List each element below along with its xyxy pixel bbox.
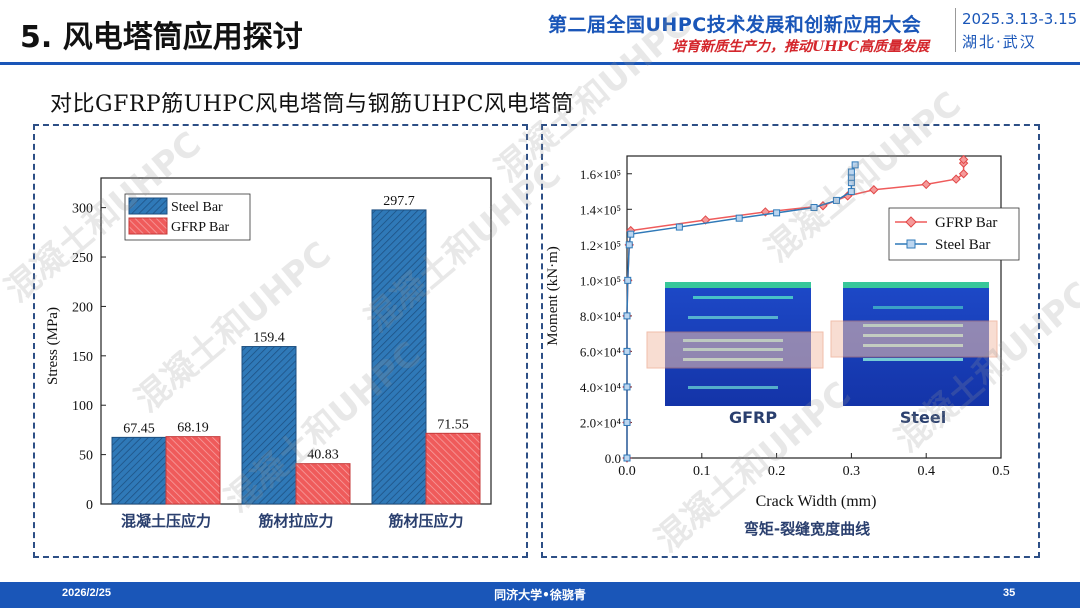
bar-gfrp bbox=[295, 463, 351, 505]
line-y-tick-label: 0.0 bbox=[605, 451, 621, 466]
slide-subtitle: 对比GFRP筋UHPC风电塔筒与钢筋UHPC风电塔筒 bbox=[50, 92, 574, 117]
steel-point bbox=[847, 168, 855, 176]
line-y-tick-label: 2.0×10⁴ bbox=[580, 415, 622, 430]
inset-label-gfrp: GFRP bbox=[729, 408, 777, 427]
bar-steel bbox=[241, 346, 297, 505]
moment-crack-panel: 0.0 0.1 0.2 0.3 0.4 0.5 0.0 2.0×10⁴ 4.0×10⁴ 6.0×1… bbox=[541, 124, 1040, 558]
bar-gfrp bbox=[165, 436, 221, 505]
bar-legend-label: Steel Bar bbox=[171, 200, 223, 215]
gfrp-point bbox=[921, 179, 931, 190]
line-x-tick-label: 0.5 bbox=[992, 464, 1010, 479]
steel-point bbox=[847, 188, 855, 196]
line-legend-label: Steel Bar bbox=[935, 237, 990, 253]
line-legend-marker bbox=[905, 216, 917, 228]
gfrp-point bbox=[869, 185, 879, 195]
line-legend-label: GFRP Bar bbox=[935, 215, 997, 231]
stress-bar-chart: 0 50 100 150 200 250 300 67.45 68.19 混凝土压应力 159.4… bbox=[45, 177, 492, 530]
footer-author: 同济大学•徐骁青 bbox=[494, 588, 586, 602]
bar-value-label: 297.7 bbox=[383, 194, 415, 209]
bar-y-tick-label: 150 bbox=[72, 350, 93, 365]
inset-label-steel: Steel bbox=[900, 408, 946, 427]
bar-gfrp bbox=[425, 432, 481, 505]
steel-point bbox=[623, 418, 631, 426]
steel-point bbox=[627, 230, 635, 238]
steel-point bbox=[623, 347, 631, 355]
conference-city: 湖北·武汉 bbox=[962, 33, 1037, 51]
bar-value-label: 68.19 bbox=[177, 421, 209, 436]
bar-steel bbox=[371, 209, 427, 505]
bar-legend-swatch bbox=[128, 197, 168, 215]
bar-category-label: 筋材拉应力 bbox=[257, 512, 333, 530]
footer-date: 2026/2/25 bbox=[62, 587, 111, 599]
page-title: 5. 风电塔筒应用探讨 bbox=[20, 20, 303, 55]
bar-value-label: 67.45 bbox=[123, 421, 155, 436]
steel-point bbox=[851, 161, 859, 169]
line-x-tick-label: 0.3 bbox=[843, 464, 861, 479]
line-x-tick-label: 0.1 bbox=[693, 464, 711, 479]
steel-point bbox=[675, 223, 683, 231]
steel-point bbox=[625, 241, 633, 249]
steel-contour-image bbox=[830, 282, 998, 406]
footer-bar bbox=[0, 582, 1080, 608]
bar-legend-swatch bbox=[128, 217, 168, 235]
steel-point bbox=[623, 454, 631, 462]
bar-y-tick-label: 50 bbox=[79, 449, 93, 464]
gfrp-contour-image bbox=[646, 282, 824, 406]
line-x-tick-label: 0.4 bbox=[917, 464, 935, 479]
line-y-tick-label: 1.6×10⁵ bbox=[580, 167, 621, 182]
line-x-axis-label: Crack Width (mm) bbox=[756, 493, 877, 510]
bar-y-tick-label: 250 bbox=[72, 251, 93, 266]
conference-date: 2025.3.13-3.15 bbox=[962, 10, 1078, 28]
bar-chart-panel: 0 50 100 150 200 250 300 67.45 68.19 混凝土压应力 159.4… bbox=[33, 124, 528, 558]
steel-point bbox=[810, 204, 818, 212]
bar-value-label: 159.4 bbox=[253, 331, 285, 346]
bar-y-tick-label: 0 bbox=[86, 498, 93, 513]
bar-legend-label: GFRP Bar bbox=[171, 220, 230, 235]
line-y-axis-label: Moment (kN·m) bbox=[545, 246, 561, 346]
bar-y-tick-label: 300 bbox=[72, 202, 93, 217]
bar-value-label: 71.55 bbox=[437, 417, 469, 432]
gfrp-point bbox=[958, 169, 969, 179]
bar-category-label: 筋材压应力 bbox=[387, 512, 463, 530]
page-number: 35 bbox=[1003, 587, 1016, 599]
line-legend-marker bbox=[906, 239, 916, 249]
line-y-tick-label: 1.2×10⁵ bbox=[580, 238, 621, 253]
steel-point bbox=[773, 209, 781, 217]
line-y-tick-label: 6.0×10⁴ bbox=[580, 344, 622, 359]
moment-crack-chart: 0.0 0.1 0.2 0.3 0.4 0.5 0.0 2.0×10⁴ 4.0×10⁴ 6.0×1… bbox=[545, 154, 1020, 538]
line-x-tick-label: 0.0 bbox=[618, 464, 636, 479]
conference-title: 第二届全国UHPC技术发展和创新应用大会 bbox=[548, 14, 922, 36]
bar-value-label: 40.83 bbox=[307, 448, 339, 463]
steel-point bbox=[623, 312, 631, 320]
line-y-tick-label: 1.4×10⁵ bbox=[580, 202, 621, 217]
gfrp-point bbox=[958, 154, 969, 165]
line-chart-title: 弯矩-裂缝宽度曲线 bbox=[744, 520, 870, 538]
gfrp-point bbox=[951, 174, 961, 184]
line-y-tick-label: 4.0×10⁴ bbox=[580, 380, 622, 395]
steel-point bbox=[832, 196, 840, 204]
conference-slogan: 培育新质生产力，推动UHPC高质量发展 bbox=[672, 39, 930, 55]
bar-steel bbox=[111, 436, 167, 505]
header-rule bbox=[0, 62, 1080, 65]
steel-point bbox=[735, 214, 743, 222]
steel-point bbox=[624, 276, 632, 284]
line-y-tick-label: 8.0×10⁴ bbox=[580, 309, 622, 324]
bar-y-axis-label: Stress (MPa) bbox=[45, 307, 61, 385]
bar-y-tick-label: 200 bbox=[72, 300, 93, 315]
bar-category-label: 混凝土压应力 bbox=[121, 512, 211, 530]
line-x-tick-label: 0.2 bbox=[768, 464, 786, 479]
bar-y-tick-label: 100 bbox=[72, 399, 93, 414]
line-y-tick-label: 1.0×10⁵ bbox=[580, 273, 621, 288]
steel-point bbox=[623, 383, 631, 391]
gfrp-point bbox=[700, 215, 711, 225]
header-divider bbox=[955, 8, 956, 52]
